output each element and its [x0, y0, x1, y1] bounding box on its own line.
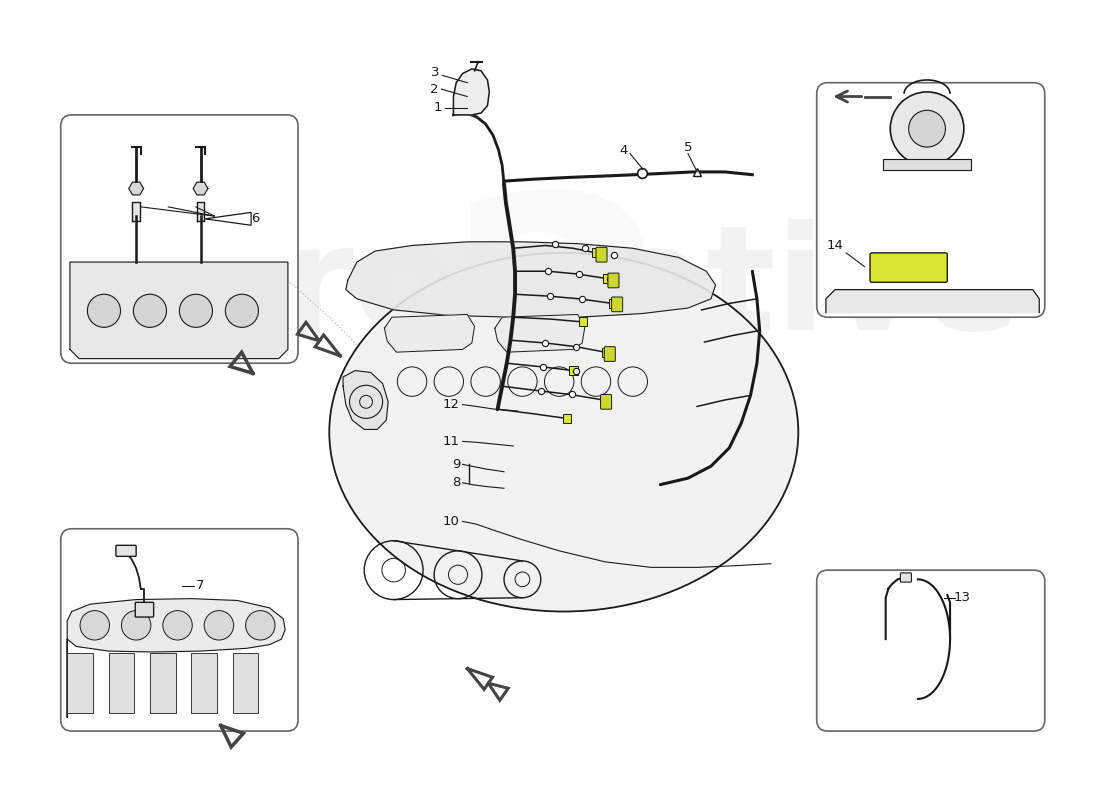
Circle shape [87, 294, 121, 327]
Circle shape [133, 294, 166, 327]
FancyBboxPatch shape [608, 273, 619, 288]
Polygon shape [197, 202, 205, 221]
FancyBboxPatch shape [67, 653, 92, 713]
Text: 1: 1 [433, 101, 442, 114]
Circle shape [163, 610, 192, 640]
FancyBboxPatch shape [601, 394, 612, 409]
FancyBboxPatch shape [60, 529, 298, 731]
Circle shape [245, 610, 275, 640]
Text: 2: 2 [443, 183, 675, 506]
Circle shape [890, 92, 964, 166]
FancyBboxPatch shape [116, 546, 136, 556]
Polygon shape [826, 290, 1040, 313]
Polygon shape [70, 262, 288, 358]
Circle shape [226, 294, 258, 327]
FancyBboxPatch shape [592, 248, 601, 258]
Polygon shape [297, 322, 340, 356]
Text: 6: 6 [252, 212, 260, 226]
FancyBboxPatch shape [596, 247, 607, 262]
Polygon shape [495, 314, 585, 352]
Text: 14: 14 [827, 239, 844, 252]
FancyBboxPatch shape [150, 653, 176, 713]
FancyBboxPatch shape [135, 602, 154, 617]
Text: euromotive: euromotive [79, 219, 1021, 360]
FancyBboxPatch shape [602, 347, 609, 357]
Text: 7: 7 [196, 579, 205, 592]
FancyBboxPatch shape [883, 159, 971, 170]
Polygon shape [194, 182, 208, 195]
Circle shape [121, 610, 151, 640]
FancyBboxPatch shape [563, 414, 571, 423]
Text: 9: 9 [452, 458, 461, 471]
Circle shape [909, 110, 946, 147]
Text: 5: 5 [684, 141, 692, 154]
FancyBboxPatch shape [600, 395, 608, 405]
FancyBboxPatch shape [901, 573, 912, 582]
Polygon shape [132, 202, 140, 221]
Text: 10: 10 [442, 515, 459, 528]
Circle shape [80, 610, 110, 640]
Text: 12: 12 [442, 398, 459, 411]
Text: 4: 4 [619, 144, 628, 158]
Text: 11: 11 [442, 435, 459, 448]
Text: a passion for cars since 1985: a passion for cars since 1985 [339, 446, 725, 519]
FancyBboxPatch shape [109, 653, 134, 713]
Polygon shape [129, 182, 143, 195]
Polygon shape [343, 370, 388, 430]
Text: 2: 2 [430, 82, 439, 96]
FancyBboxPatch shape [233, 653, 258, 713]
Text: 1985: 1985 [396, 356, 704, 462]
Circle shape [205, 610, 233, 640]
Circle shape [179, 294, 212, 327]
FancyBboxPatch shape [816, 570, 1045, 731]
FancyBboxPatch shape [60, 115, 298, 363]
Text: 3: 3 [431, 66, 439, 79]
FancyBboxPatch shape [870, 253, 947, 282]
FancyBboxPatch shape [191, 653, 217, 713]
Polygon shape [385, 314, 474, 352]
Polygon shape [468, 669, 508, 700]
Text: 13: 13 [954, 591, 970, 604]
Polygon shape [345, 242, 715, 318]
Polygon shape [67, 598, 285, 718]
FancyBboxPatch shape [604, 346, 615, 362]
FancyBboxPatch shape [609, 299, 617, 308]
Polygon shape [453, 69, 490, 115]
Text: 8: 8 [452, 476, 461, 490]
FancyBboxPatch shape [603, 274, 612, 283]
Ellipse shape [329, 253, 799, 611]
FancyBboxPatch shape [612, 297, 623, 312]
FancyBboxPatch shape [579, 318, 586, 326]
FancyBboxPatch shape [570, 366, 578, 375]
FancyBboxPatch shape [816, 82, 1045, 318]
